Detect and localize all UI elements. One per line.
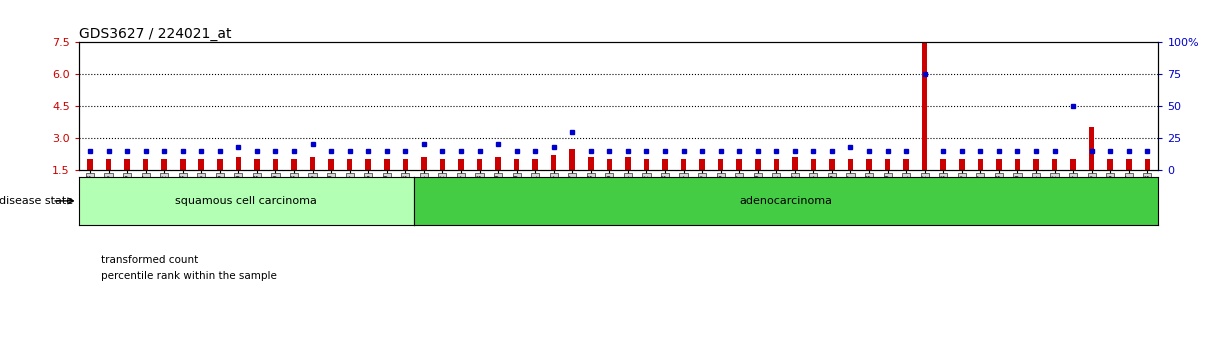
Bar (180, 159, 186, 170)
Bar (161, 159, 167, 170)
Bar (143, 159, 148, 170)
Bar (551, 155, 557, 170)
Bar (718, 159, 723, 170)
Bar (459, 159, 463, 170)
Bar (700, 159, 705, 170)
Bar (533, 159, 537, 170)
Bar (421, 157, 427, 170)
Bar (495, 157, 501, 170)
Bar (774, 159, 779, 170)
Bar (588, 157, 593, 170)
Bar (996, 159, 1002, 170)
Bar (385, 159, 389, 170)
Bar (1070, 159, 1076, 170)
Bar (1126, 159, 1132, 170)
Bar (922, 42, 928, 170)
Bar (329, 159, 334, 170)
Bar (217, 159, 223, 170)
Bar (235, 157, 241, 170)
Bar (978, 159, 983, 170)
Bar (365, 159, 371, 170)
Bar (662, 159, 668, 170)
Bar (569, 149, 575, 170)
Bar (644, 159, 649, 170)
Bar (1089, 127, 1094, 170)
Bar (884, 159, 890, 170)
Bar (347, 159, 353, 170)
Bar (439, 159, 445, 170)
Text: squamous cell carcinoma: squamous cell carcinoma (176, 196, 318, 206)
Bar (1014, 159, 1020, 170)
Text: adenocarcinoma: adenocarcinoma (740, 196, 832, 206)
Bar (606, 159, 613, 170)
Text: disease state: disease state (0, 196, 73, 206)
Bar (291, 159, 297, 170)
Bar (736, 159, 742, 170)
Bar (309, 157, 315, 170)
Bar (477, 159, 483, 170)
Bar (866, 159, 872, 170)
Bar (625, 157, 631, 170)
Bar (124, 159, 130, 170)
Bar (1145, 159, 1150, 170)
Bar (403, 159, 408, 170)
Bar (1033, 159, 1038, 170)
Bar (255, 159, 260, 170)
Bar (848, 159, 853, 170)
Bar (810, 159, 816, 170)
Bar (792, 157, 798, 170)
Bar (87, 159, 92, 170)
Bar (199, 159, 204, 170)
Bar (959, 159, 964, 170)
Bar (514, 159, 519, 170)
Text: GDS3627 / 224021_at: GDS3627 / 224021_at (79, 28, 232, 41)
Bar (106, 159, 112, 170)
Bar (1107, 159, 1114, 170)
Bar (830, 159, 835, 170)
Bar (680, 159, 687, 170)
Text: transformed count: transformed count (101, 255, 198, 265)
Bar (754, 159, 761, 170)
Bar (273, 159, 278, 170)
Bar (1052, 159, 1058, 170)
Bar (904, 159, 909, 170)
Bar (940, 159, 946, 170)
Text: percentile rank within the sample: percentile rank within the sample (101, 271, 277, 281)
